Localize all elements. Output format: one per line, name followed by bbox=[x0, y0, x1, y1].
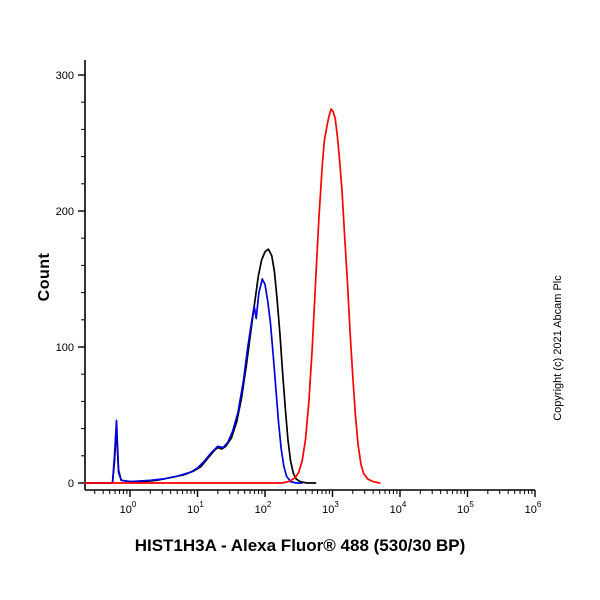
series-red-curve bbox=[83, 108, 381, 484]
x-tick-label: 104 bbox=[390, 500, 407, 516]
copyright-text: Copyright (c) 2021 Abcam Plc bbox=[552, 275, 564, 421]
y-tick-label: 100 bbox=[56, 342, 74, 354]
x-tick-label: 101 bbox=[187, 500, 204, 516]
series-blue-curve bbox=[83, 278, 303, 484]
y-tick-label: 200 bbox=[56, 206, 74, 218]
y-axis-label: Count bbox=[36, 252, 53, 302]
x-tick-label: 103 bbox=[322, 500, 339, 516]
y-tick-label: 300 bbox=[56, 70, 74, 82]
x-tick-label: 102 bbox=[255, 500, 272, 516]
x-tick-label: 105 bbox=[457, 500, 474, 516]
y-tick-label: 0 bbox=[68, 478, 74, 490]
x-axis-title: HIST1H3A - Alexa Fluor® 488 (530/30 BP) bbox=[134, 536, 466, 555]
x-tick-label: 106 bbox=[525, 500, 542, 516]
x-tick-label: 100 bbox=[120, 500, 137, 516]
